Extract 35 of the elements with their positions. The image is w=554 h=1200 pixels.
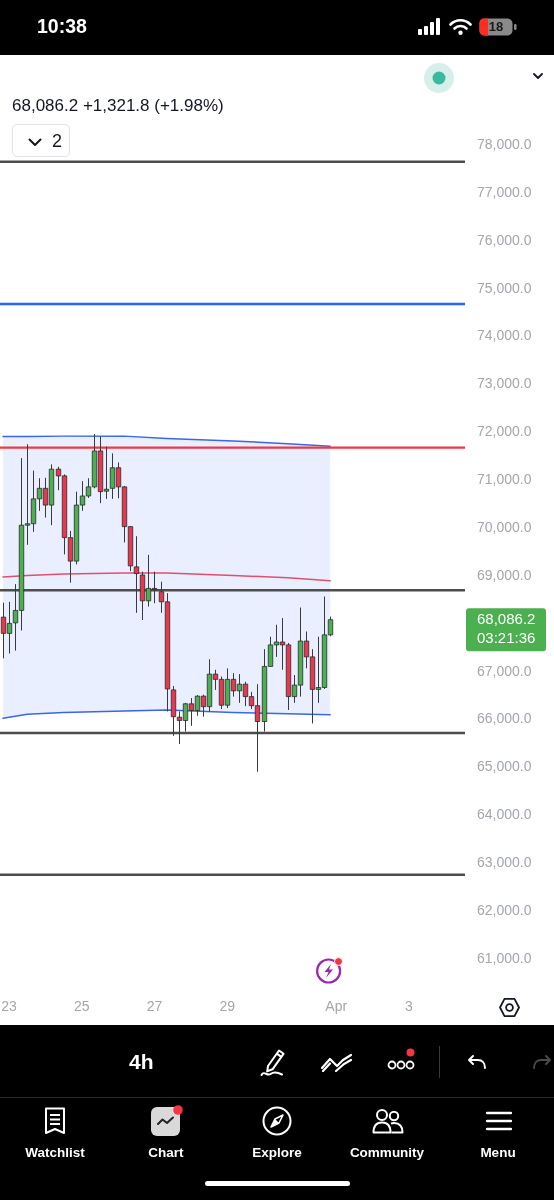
y-tick-label: 63,000.0 (477, 854, 532, 871)
y-tick-label: 61,000.0 (477, 949, 532, 966)
x-tick-label: 23 (1, 998, 18, 1015)
y-tick-label: 71,000.0 (477, 471, 532, 488)
y-tick-label: 67,000.0 (477, 662, 532, 679)
y-tick-label: 62,000.0 (477, 901, 532, 918)
y-tick-label: 75,000.0 (477, 279, 532, 296)
y-tick-label: 64,000.0 (477, 806, 532, 823)
text: Explore (251, 1144, 303, 1162)
text: 03:21:36 (477, 628, 536, 646)
y-tick-label: 66,000.0 (477, 710, 532, 727)
y-tick-label: 69,000.0 (477, 566, 532, 583)
text: Community (348, 1144, 426, 1162)
y-tick-label: 72,000.0 (477, 423, 532, 440)
x-tick-label: 3 (405, 998, 414, 1015)
collapse-button: 2 (12, 124, 70, 157)
text: 4h (129, 1049, 154, 1075)
x-tick-label: Apr (325, 998, 348, 1015)
y-tick-label: 65,000.0 (477, 758, 532, 775)
text: 10:38 (37, 15, 87, 38)
y-tick-label: 78,000.0 (477, 135, 532, 152)
text: Menu (479, 1144, 517, 1162)
y-tick-label: 76,000.0 (477, 231, 532, 248)
annotation: 2 (52, 130, 63, 152)
chart-subtitle: 68,086.2 +1,321.8 (+1.98%) (12, 95, 224, 117)
text: Watchlist (24, 1144, 86, 1162)
x-tick-label: 29 (219, 998, 236, 1015)
y-tick-label: 74,000.0 (477, 327, 532, 344)
text: 68,086.2 (477, 609, 536, 627)
text: Chart (147, 1144, 185, 1162)
y-tick-label: 70,000.0 (477, 518, 532, 535)
y-tick-label: 73,000.0 (477, 375, 532, 392)
x-tick-label: 25 (74, 998, 90, 1015)
y-tick-label: 77,000.0 (477, 183, 532, 200)
x-tick-label: 27 (146, 998, 163, 1015)
